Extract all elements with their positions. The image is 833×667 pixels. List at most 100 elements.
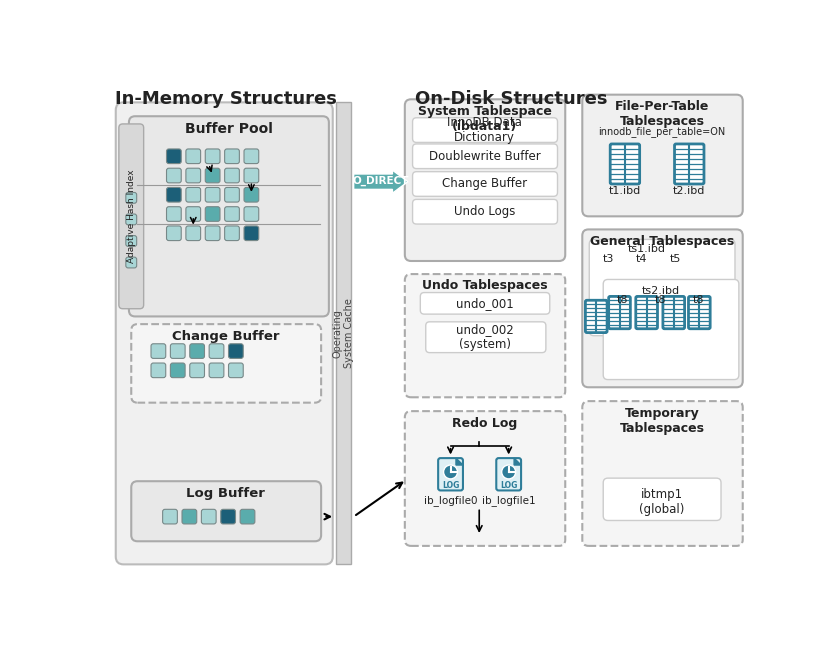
FancyBboxPatch shape xyxy=(228,344,243,358)
FancyBboxPatch shape xyxy=(405,99,566,261)
FancyBboxPatch shape xyxy=(205,226,220,241)
Text: t1.ibd: t1.ibd xyxy=(609,186,641,196)
Text: ts1.ibd: ts1.ibd xyxy=(627,244,666,254)
Text: File-Per-Table
Tablespaces: File-Per-Table Tablespaces xyxy=(615,100,710,128)
FancyBboxPatch shape xyxy=(126,193,137,203)
FancyBboxPatch shape xyxy=(129,116,329,316)
FancyBboxPatch shape xyxy=(151,363,166,378)
Text: undo_001: undo_001 xyxy=(456,297,513,310)
FancyBboxPatch shape xyxy=(186,149,201,163)
FancyBboxPatch shape xyxy=(609,296,631,329)
Text: Log Buffer: Log Buffer xyxy=(187,488,265,500)
Polygon shape xyxy=(514,458,521,465)
FancyBboxPatch shape xyxy=(438,458,463,490)
Text: Redo Log: Redo Log xyxy=(452,416,517,430)
Text: LOG: LOG xyxy=(441,480,459,490)
Text: ib_logfile1: ib_logfile1 xyxy=(481,495,536,506)
FancyBboxPatch shape xyxy=(582,229,743,388)
FancyBboxPatch shape xyxy=(586,300,607,333)
FancyBboxPatch shape xyxy=(412,199,557,224)
FancyBboxPatch shape xyxy=(611,144,640,184)
FancyBboxPatch shape xyxy=(205,149,220,163)
FancyBboxPatch shape xyxy=(244,168,259,183)
Text: t8: t8 xyxy=(617,295,628,305)
Text: General Tablespaces: General Tablespaces xyxy=(590,235,734,248)
FancyBboxPatch shape xyxy=(405,411,566,546)
Polygon shape xyxy=(456,458,463,465)
Text: undo_002
(system): undo_002 (system) xyxy=(456,323,513,352)
FancyBboxPatch shape xyxy=(225,168,239,183)
FancyBboxPatch shape xyxy=(119,124,143,309)
Bar xyxy=(336,102,352,564)
FancyBboxPatch shape xyxy=(132,324,322,403)
FancyBboxPatch shape xyxy=(421,293,550,314)
FancyBboxPatch shape xyxy=(675,144,704,184)
Text: Temporary
Tablespaces: Temporary Tablespaces xyxy=(620,408,705,436)
FancyBboxPatch shape xyxy=(412,118,557,143)
FancyBboxPatch shape xyxy=(202,510,216,524)
FancyBboxPatch shape xyxy=(412,144,557,169)
Text: LOG: LOG xyxy=(500,480,517,490)
Text: innodb_file_per_table=ON: innodb_file_per_table=ON xyxy=(598,126,726,137)
FancyBboxPatch shape xyxy=(244,149,259,163)
FancyBboxPatch shape xyxy=(186,207,201,221)
FancyBboxPatch shape xyxy=(582,95,743,216)
Text: ibtmp1
(global): ibtmp1 (global) xyxy=(640,488,685,516)
FancyBboxPatch shape xyxy=(225,207,239,221)
Text: t5: t5 xyxy=(670,254,681,264)
FancyBboxPatch shape xyxy=(126,235,137,246)
Text: t2.ibd: t2.ibd xyxy=(673,186,706,196)
FancyBboxPatch shape xyxy=(116,102,332,564)
FancyBboxPatch shape xyxy=(225,187,239,202)
FancyBboxPatch shape xyxy=(171,363,185,378)
FancyBboxPatch shape xyxy=(182,510,197,524)
Circle shape xyxy=(501,465,516,479)
FancyBboxPatch shape xyxy=(589,239,735,336)
Text: t8: t8 xyxy=(655,295,666,305)
FancyBboxPatch shape xyxy=(151,344,166,358)
FancyBboxPatch shape xyxy=(603,279,739,380)
Text: Change Buffer: Change Buffer xyxy=(442,177,527,191)
FancyBboxPatch shape xyxy=(167,187,182,202)
FancyBboxPatch shape xyxy=(171,344,185,358)
FancyBboxPatch shape xyxy=(132,481,322,541)
FancyBboxPatch shape xyxy=(186,187,201,202)
Text: Doublewrite Buffer: Doublewrite Buffer xyxy=(429,150,541,163)
FancyBboxPatch shape xyxy=(244,207,259,221)
Text: Operating
System Cache: Operating System Cache xyxy=(333,298,354,368)
FancyBboxPatch shape xyxy=(240,510,255,524)
FancyBboxPatch shape xyxy=(167,149,182,163)
FancyBboxPatch shape xyxy=(186,168,201,183)
FancyBboxPatch shape xyxy=(186,226,201,241)
FancyBboxPatch shape xyxy=(221,510,236,524)
FancyBboxPatch shape xyxy=(205,207,220,221)
FancyBboxPatch shape xyxy=(167,168,182,183)
FancyArrow shape xyxy=(354,170,408,193)
Text: On-Disk Structures: On-Disk Structures xyxy=(415,90,607,108)
FancyBboxPatch shape xyxy=(663,296,685,329)
Text: Adaptive Hash Index: Adaptive Hash Index xyxy=(127,169,136,263)
FancyBboxPatch shape xyxy=(167,207,182,221)
FancyBboxPatch shape xyxy=(225,226,239,241)
Circle shape xyxy=(444,465,457,479)
FancyBboxPatch shape xyxy=(603,478,721,520)
Text: t4: t4 xyxy=(636,254,647,264)
FancyBboxPatch shape xyxy=(228,363,243,378)
Text: In-Memory Structures: In-Memory Structures xyxy=(115,90,337,108)
FancyBboxPatch shape xyxy=(244,187,259,202)
FancyBboxPatch shape xyxy=(636,296,657,329)
FancyBboxPatch shape xyxy=(126,257,137,268)
Text: O_DIRECT: O_DIRECT xyxy=(352,176,409,186)
Text: Undo Logs: Undo Logs xyxy=(454,205,516,218)
FancyBboxPatch shape xyxy=(209,344,224,358)
FancyBboxPatch shape xyxy=(412,171,557,196)
Text: ib_logfile0: ib_logfile0 xyxy=(424,495,477,506)
FancyBboxPatch shape xyxy=(126,214,137,225)
FancyBboxPatch shape xyxy=(190,363,204,378)
FancyBboxPatch shape xyxy=(689,296,711,329)
Text: System Tablespace
(ibdata1): System Tablespace (ibdata1) xyxy=(417,105,551,133)
FancyBboxPatch shape xyxy=(167,226,182,241)
Text: Buffer Pool: Buffer Pool xyxy=(185,121,273,135)
FancyBboxPatch shape xyxy=(426,321,546,353)
Text: t8: t8 xyxy=(693,295,704,305)
